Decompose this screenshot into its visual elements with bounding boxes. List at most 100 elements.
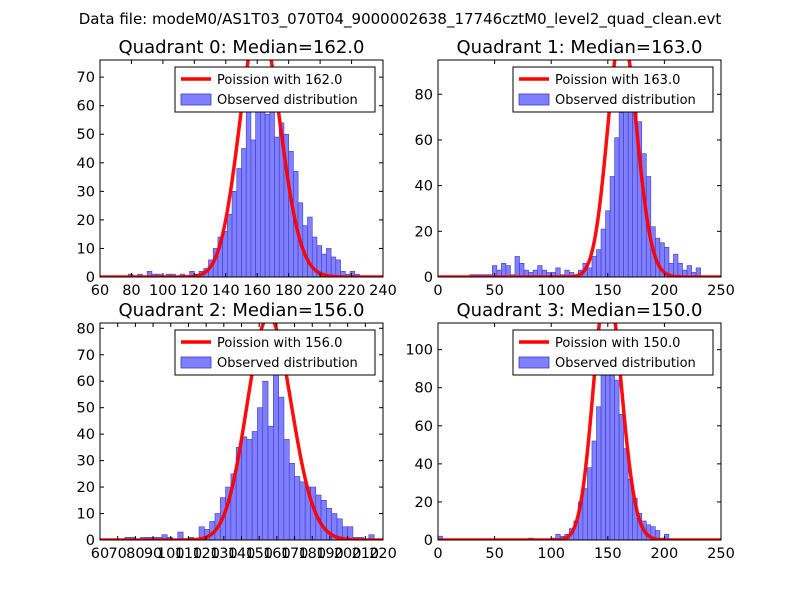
histogram-bar <box>347 526 354 540</box>
histogram-bar <box>251 431 258 540</box>
y-tick-label: 40 <box>415 179 433 195</box>
legend: Poission with 163.0 Observed distribution <box>512 66 714 113</box>
figure-suptitle: Data file: modeM0/AS1T03_070T04_90000026… <box>79 10 722 29</box>
histogram-bar <box>627 98 634 277</box>
histogram-bar <box>618 414 624 540</box>
legend-label: Observed distribution <box>217 93 358 108</box>
y-tick-label: 20 <box>77 213 95 229</box>
histogram-bar <box>241 436 248 540</box>
histogram-bar <box>555 267 561 277</box>
histogram-bar <box>695 267 701 277</box>
histogram-bar <box>600 362 606 540</box>
legend-bar-swatch <box>518 356 550 369</box>
panel-title: Quadrant 1: Median=163.0 <box>457 37 703 58</box>
histogram-bar <box>273 365 279 540</box>
y-tick-label: 0 <box>86 533 95 549</box>
y-tick-label: 70 <box>77 70 95 86</box>
poisson-curve <box>438 60 721 277</box>
x-tick-label: 50 <box>485 546 503 562</box>
histogram-bar <box>245 105 252 277</box>
panel-title: Quadrant 2: Median=156.0 <box>119 300 365 321</box>
x-tick-label: 120 <box>180 283 208 299</box>
histogram-bar <box>591 256 597 277</box>
y-tick-label: 80 <box>77 321 95 337</box>
histogram-bar <box>269 88 275 277</box>
x-tick-label: 150 <box>245 546 273 562</box>
x-tick-label: 170 <box>281 546 309 562</box>
panels: Quadrant 0: Median=162.060 80 100 120 140 160… <box>77 37 735 562</box>
axes-frame <box>99 59 384 278</box>
histogram-bar <box>677 262 683 277</box>
x-tick-label: 50 <box>485 283 503 299</box>
legend-label: Poission with 156.0 <box>217 336 342 351</box>
histogram-bar <box>294 476 301 540</box>
y-tick-label: 30 <box>77 184 95 200</box>
legend-bar-swatch <box>518 93 550 106</box>
histogram-bar <box>320 500 327 540</box>
y-tick-label: 0 <box>86 270 95 286</box>
histogram-bar <box>299 481 306 540</box>
histogram-bar <box>591 440 597 540</box>
x-tick-label: 180 <box>275 283 303 299</box>
histogram-bar <box>596 249 602 277</box>
x-tick-label: 200 <box>334 546 362 562</box>
x-tick-label: 150 <box>594 283 622 299</box>
x-tick-label: 110 <box>175 546 203 562</box>
x-tick-label: 100 <box>149 283 177 299</box>
legend: Poission with 162.0 Observed distribution <box>174 66 376 113</box>
x-tick-label: 200 <box>651 546 679 562</box>
histogram-bar <box>664 247 670 277</box>
y-tick-label: 50 <box>77 127 95 143</box>
x-tick-label: 180 <box>298 546 326 562</box>
x-tick-label: 140 <box>228 546 256 562</box>
legend-bar-swatch <box>180 93 212 106</box>
histogram-bar <box>614 137 620 277</box>
chart-panel: Quadrant 1: Median=163.0 0 50 100 150 200 250 0… <box>415 37 735 299</box>
y-tick-label: 70 <box>77 348 95 364</box>
histogram-bar <box>587 467 593 540</box>
x-tick-label: 190 <box>316 546 344 562</box>
y-tick-label: 0 <box>424 270 433 286</box>
y-tick-label: 40 <box>77 427 95 443</box>
x-tick-label: 250 <box>707 283 735 299</box>
plot-area <box>438 60 721 277</box>
axes-frame <box>437 59 722 278</box>
axes-frame <box>437 322 722 541</box>
histogram-bar <box>519 262 525 277</box>
y-tick-label: 100 <box>405 343 433 359</box>
histogram-bar <box>368 534 375 540</box>
panel-title: Quadrant 3: Median=150.0 <box>457 300 703 321</box>
histogram-bar <box>655 530 661 540</box>
histogram-bar <box>241 148 247 277</box>
histogram-bar <box>283 439 290 540</box>
legend-label: Poission with 163.0 <box>555 73 680 88</box>
x-tick-label: 200 <box>306 283 334 299</box>
x-tick-label: 220 <box>369 546 397 562</box>
legend-label: Poission with 162.0 <box>217 73 342 88</box>
histogram-bar <box>231 191 238 277</box>
histogram-bar <box>278 396 285 540</box>
histogram-bar <box>609 176 615 277</box>
histogram-bar <box>600 228 606 277</box>
legend-label: Observed distribution <box>555 356 696 371</box>
y-tick-label: 20 <box>77 480 95 496</box>
y-tick-label: 10 <box>77 507 95 523</box>
histogram-bar <box>605 349 611 540</box>
x-tick-label: 100 <box>157 546 185 562</box>
y-tick-label: 20 <box>415 224 433 240</box>
legend-label: Poission with 150.0 <box>555 336 680 351</box>
histogram-bar <box>501 262 507 277</box>
x-tick-label: 140 <box>212 283 240 299</box>
x-tick-label: 90 <box>144 546 162 562</box>
histogram-bar <box>255 108 261 277</box>
histogram-bar <box>587 267 593 277</box>
histogram-bar <box>505 265 511 277</box>
y-tick-label: 50 <box>77 401 95 417</box>
x-tick-label: 150 <box>594 546 622 562</box>
histogram-bar <box>618 112 624 277</box>
histogram-bar <box>264 113 271 277</box>
x-tick-label: 120 <box>192 546 220 562</box>
x-tick-label: 100 <box>537 546 565 562</box>
histogram-bar <box>326 248 332 277</box>
